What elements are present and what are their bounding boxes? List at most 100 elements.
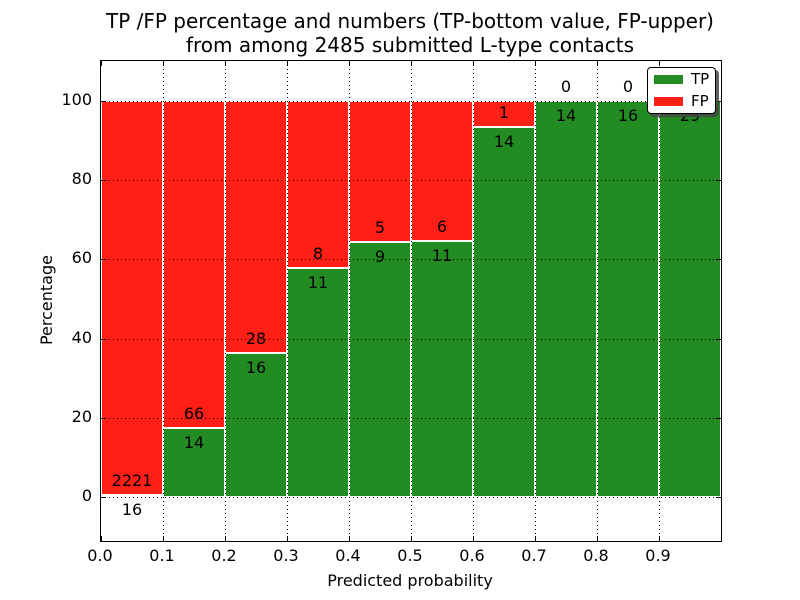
gridline-vertical	[597, 61, 598, 541]
bar-segment-fp	[163, 100, 225, 428]
tp-color-swatch	[654, 75, 683, 84]
gridline-vertical	[535, 61, 536, 541]
x-tick-mark	[163, 61, 164, 66]
x-tick-mark	[411, 61, 412, 66]
gridline-vertical	[287, 61, 288, 541]
x-tick-label: 0.9	[645, 546, 671, 565]
x-tick-mark	[101, 536, 102, 541]
y-tick-mark	[716, 497, 721, 499]
bar-segment-fp	[225, 100, 287, 354]
x-tick-mark	[473, 536, 474, 541]
x-tick-mark	[659, 536, 660, 541]
gridline-vertical	[411, 61, 412, 541]
bar-segment-tp	[411, 240, 473, 498]
x-tick-label: 0.0	[87, 546, 113, 565]
legend-label-fp: FP	[691, 92, 709, 110]
y-tick-mark	[101, 180, 106, 181]
tp-count-label: 14	[183, 432, 205, 452]
tp-count-label: 11	[307, 272, 329, 292]
bar-segment-tp	[163, 427, 225, 498]
y-tick-mark	[101, 338, 106, 340]
x-axis-label: Predicted probability	[327, 571, 493, 590]
x-tick-mark	[659, 61, 660, 66]
y-tick-label: 40	[71, 327, 92, 347]
tp-count-label: 9	[374, 247, 386, 267]
bar-segment-fp	[287, 100, 349, 268]
x-tick-label: 0.8	[583, 546, 609, 565]
y-tick-mark	[716, 100, 721, 102]
x-tick-mark	[287, 536, 288, 541]
x-tick-label: 0.1	[149, 546, 175, 565]
y-axis-label: Percentage	[37, 255, 56, 346]
y-tick-mark	[716, 180, 721, 181]
fp-count-label: 6	[436, 216, 448, 236]
x-tick-label: 0.3	[273, 546, 299, 565]
x-tick-mark	[349, 61, 350, 66]
bar-segment-tp	[659, 100, 721, 498]
fp-count-label: 66	[183, 403, 205, 423]
x-tick-mark	[597, 61, 598, 66]
y-tick-mark	[101, 259, 106, 261]
legend-entry-tp: TP	[654, 72, 715, 87]
x-tick-mark	[101, 61, 102, 66]
y-tick-label: 20	[71, 407, 92, 427]
x-tick-mark	[163, 536, 164, 541]
legend: TP FP	[647, 67, 716, 114]
x-tick-mark	[225, 61, 226, 66]
fp-count-label: 1	[498, 103, 510, 123]
x-tick-mark	[535, 536, 536, 541]
x-tick-mark	[225, 536, 226, 541]
y-tick-mark	[101, 418, 106, 420]
y-tick-label: 0	[81, 486, 92, 506]
x-tick-mark	[535, 61, 536, 66]
fp-count-label: 8	[312, 243, 324, 263]
bar-segment-tp	[101, 494, 163, 498]
fp-color-swatch	[654, 97, 683, 106]
y-tick-label: 80	[71, 169, 92, 188]
plot-area: 1622211466162811895116141140160290 TP FP	[100, 60, 722, 542]
tp-count-label: 14	[555, 105, 577, 125]
fp-count-label: 28	[245, 329, 267, 349]
x-tick-mark	[597, 536, 598, 541]
x-tick-label: 0.7	[521, 546, 547, 565]
x-tick-label: 0.4	[335, 546, 361, 565]
gridline-vertical	[659, 61, 660, 541]
y-tick-mark	[716, 259, 721, 261]
y-tick-label: 100	[61, 89, 92, 109]
legend-entry-fp: FP	[654, 94, 715, 109]
legend-label-tp: TP	[691, 70, 710, 88]
x-tick-label: 0.6	[459, 546, 485, 565]
y-tick-mark	[716, 338, 721, 340]
y-tick-mark	[101, 100, 106, 102]
tp-count-label: 14	[493, 132, 515, 152]
x-tick-mark	[287, 61, 288, 66]
gridline-vertical	[225, 61, 226, 541]
y-tick-mark	[101, 497, 106, 499]
x-tick-label: 0.2	[211, 546, 237, 565]
bar-segment-tp	[597, 100, 659, 498]
chart-title-line1: TP /FP percentage and numbers (TP-bottom…	[106, 9, 714, 33]
x-tick-mark	[411, 536, 412, 541]
gridline-vertical	[349, 61, 350, 541]
x-tick-mark	[349, 536, 350, 541]
x-tick-label: 0.5	[397, 546, 423, 565]
x-tick-mark	[473, 61, 474, 66]
bar-segment-fp	[349, 100, 411, 243]
fp-count-label: 2221	[111, 470, 153, 490]
tp-count-label: 16	[121, 499, 143, 519]
bar-segment-fp	[101, 100, 163, 495]
y-tick-mark	[716, 418, 721, 420]
bar-segment-tp	[473, 127, 535, 498]
tp-count-label: 16	[617, 105, 639, 125]
fp-count-label: 0	[560, 76, 572, 96]
tp-count-label: 11	[431, 245, 453, 265]
gridline-vertical	[473, 61, 474, 541]
bar-segment-tp	[287, 267, 349, 498]
y-tick-label: 60	[71, 248, 92, 268]
bar-segment-tp	[535, 100, 597, 498]
chart-title: TP /FP percentage and numbers (TP-bottom…	[100, 9, 720, 57]
fp-count-label: 0	[622, 76, 634, 96]
bar-segment-tp	[349, 242, 411, 498]
chart-title-line2: from among 2485 submitted L-type contact…	[185, 33, 635, 57]
